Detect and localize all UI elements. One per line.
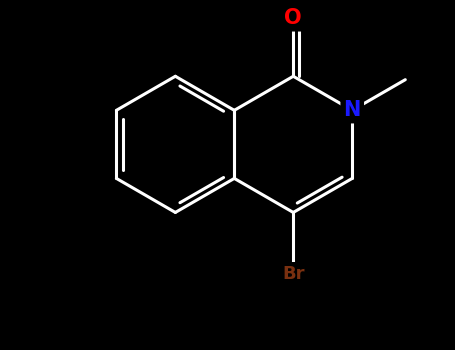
Text: O: O <box>284 8 302 28</box>
Text: N: N <box>344 100 361 120</box>
Text: Br: Br <box>282 265 304 283</box>
